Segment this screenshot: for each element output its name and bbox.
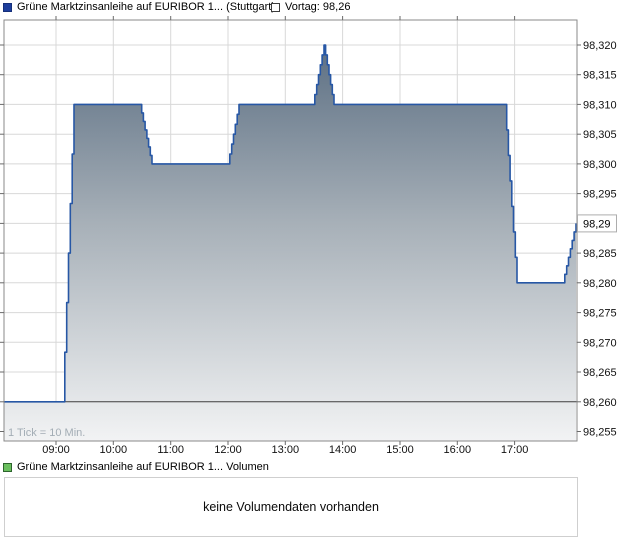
x-axis-label: 10:00 — [100, 444, 128, 456]
prev-close-legend-label: Vortag: 98,26 — [285, 1, 351, 13]
tick-interval-note: 1 Tick = 10 Min. — [8, 427, 85, 439]
x-axis-label: 11:00 — [157, 444, 184, 456]
x-axis-label: 09:00 — [42, 444, 70, 456]
y-axis-label: 98,255 — [583, 427, 617, 439]
x-axis-label: 13:00 — [272, 444, 300, 456]
price-legend-prev-close: Vortag: 98,26 — [271, 1, 350, 13]
volume-swatch-icon — [3, 462, 12, 472]
y-axis-label: 98,260 — [583, 397, 617, 409]
y-axis-label: 98,300 — [583, 159, 617, 171]
price-legend-series: Grüne Marktzinsanleihe auf EURIBOR 1... … — [3, 1, 275, 13]
y-axis-label: 98,265 — [583, 367, 617, 379]
current-price-label: 98,29 — [583, 218, 611, 230]
price-chart: 98,320 98,315 98,310 98,305 98,300 98,295 98,2… — [0, 16, 617, 456]
volume-empty-message: keine Volumendaten vorhanden — [203, 500, 379, 514]
series-swatch-icon — [3, 2, 12, 12]
y-axis-label: 98,320 — [583, 40, 617, 52]
y-axis-label: 98,270 — [583, 337, 617, 349]
x-axis-label: 12:00 — [214, 444, 242, 456]
y-axis-label: 98,295 — [583, 189, 617, 201]
prev-close-swatch-icon — [271, 2, 280, 12]
y-axis-label: 98,315 — [583, 70, 617, 82]
x-axis-label: 16:00 — [444, 444, 472, 456]
area-fill — [4, 45, 576, 441]
y-axis-label: 98,310 — [583, 99, 617, 111]
x-axis-label: 17:00 — [501, 444, 529, 456]
y-axis-label: 98,275 — [583, 308, 617, 320]
current-price-badge — [577, 214, 617, 233]
x-axis-label: 14:00 — [329, 444, 357, 456]
volume-panel: keine Volumendaten vorhanden — [4, 477, 578, 537]
y-axis-label: 98,285 — [583, 248, 617, 260]
volume-legend-label: Grüne Marktzinsanleihe auf EURIBOR 1... … — [17, 461, 269, 473]
y-axis-label: 98,280 — [583, 278, 617, 290]
price-line — [4, 44, 577, 403]
y-axis-label: 98,305 — [583, 129, 617, 141]
x-axis-label: 15:00 — [386, 444, 414, 456]
volume-legend: Grüne Marktzinsanleihe auf EURIBOR 1... … — [3, 461, 269, 473]
series-legend-label: Grüne Marktzinsanleihe auf EURIBOR 1... … — [17, 1, 275, 13]
